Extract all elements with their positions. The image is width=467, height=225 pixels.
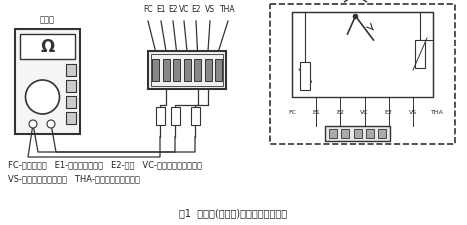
Bar — [215, 60, 222, 82]
Text: E2: E2 — [336, 110, 344, 115]
Bar — [66, 97, 76, 108]
Text: E2: E2 — [191, 5, 201, 14]
Text: FC: FC — [288, 110, 296, 115]
Text: VS: VS — [205, 5, 215, 14]
Bar — [415, 41, 425, 69]
Bar — [194, 60, 201, 82]
Circle shape — [26, 81, 59, 115]
Bar — [341, 129, 349, 138]
Text: THA: THA — [220, 5, 236, 14]
Text: E1: E1 — [312, 110, 320, 115]
Bar — [270, 5, 455, 144]
Bar — [66, 112, 76, 124]
Bar — [148, 52, 226, 90]
Bar — [152, 60, 159, 82]
Bar — [191, 108, 199, 126]
Circle shape — [47, 120, 55, 128]
Text: FC: FC — [143, 5, 153, 14]
Text: VS-空气流量计输出信号   THA-进气温度传感器信号: VS-空气流量计输出信号 THA-进气温度传感器信号 — [8, 173, 140, 182]
Text: E2: E2 — [168, 5, 178, 14]
Text: E1: E1 — [156, 5, 166, 14]
Bar — [378, 129, 386, 138]
Bar — [354, 129, 361, 138]
Text: VC: VC — [360, 110, 369, 115]
Text: 电阻表: 电阻表 — [40, 15, 55, 24]
Text: 图1  翼片式(叶片式)空气流量计电路图: 图1 翼片式(叶片式)空气流量计电路图 — [179, 207, 287, 217]
Bar — [329, 129, 337, 138]
Bar — [300, 63, 310, 91]
Bar — [325, 126, 390, 141]
Text: Ω: Ω — [40, 38, 55, 56]
Text: THA: THA — [431, 110, 444, 115]
Bar — [163, 60, 170, 82]
Circle shape — [29, 120, 37, 128]
Bar — [366, 129, 374, 138]
Text: VS: VS — [409, 110, 417, 115]
Text: FC-燃油泵开关   E1-燃油泵开关搭铁   E2-搭铁   VC-空气流量计输出信号: FC-燃油泵开关 E1-燃油泵开关搭铁 E2-搭铁 VC-空气流量计输出信号 — [8, 159, 202, 168]
Bar — [15, 30, 80, 134]
Bar — [173, 60, 180, 82]
Text: VC: VC — [179, 5, 189, 14]
Bar — [184, 60, 191, 82]
Text: E2: E2 — [385, 110, 393, 115]
Bar — [66, 65, 76, 77]
Bar — [156, 108, 164, 126]
Bar — [170, 108, 179, 126]
Bar — [20, 35, 75, 60]
Bar — [292, 13, 433, 98]
Bar — [205, 60, 212, 82]
Bar — [66, 81, 76, 93]
Bar — [151, 55, 223, 87]
